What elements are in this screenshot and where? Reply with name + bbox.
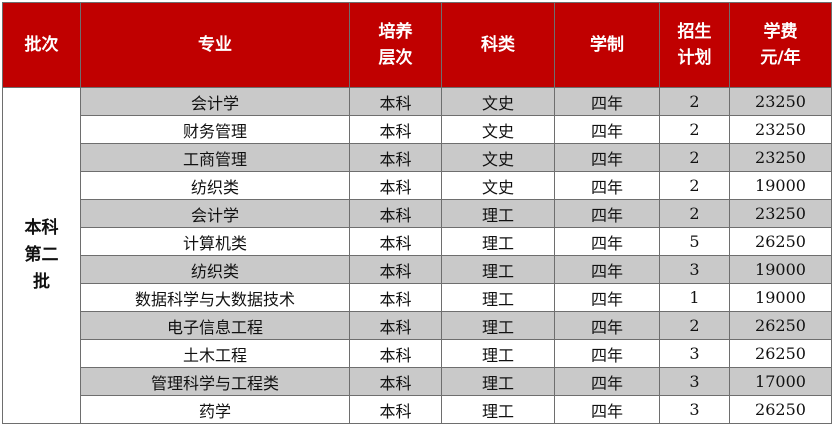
header-batch: 批次 [2, 2, 81, 88]
cell-level: 本科 [349, 283, 442, 312]
table-row: 工商管理 本科 文史 四年 2 23250 [3, 143, 832, 172]
cell-plan: 3 [659, 367, 730, 396]
cell-fee: 23250 [729, 199, 832, 228]
header-fee: 学费元/年 [729, 2, 832, 88]
cell-fee: 19000 [729, 171, 832, 200]
header-major: 专业 [80, 2, 350, 88]
cell-duration: 四年 [554, 199, 660, 228]
cell-major: 财务管理 [80, 115, 350, 144]
cell-category: 文史 [441, 87, 555, 116]
table-row: 纺织类 本科 文史 四年 2 19000 [3, 171, 832, 200]
cell-major: 电子信息工程 [80, 311, 350, 340]
cell-plan: 2 [659, 143, 730, 172]
cell-category: 文史 [441, 171, 555, 200]
cell-plan: 2 [659, 311, 730, 340]
table-row: 纺织类 本科 理工 四年 3 19000 [3, 255, 832, 284]
cell-plan: 1 [659, 283, 730, 312]
cell-fee: 23250 [729, 87, 832, 116]
cell-level: 本科 [349, 227, 442, 256]
cell-duration: 四年 [554, 339, 660, 368]
cell-major: 管理科学与工程类 [80, 367, 350, 396]
cell-duration: 四年 [554, 87, 660, 116]
cell-major: 土木工程 [80, 339, 350, 368]
cell-fee: 19000 [729, 283, 832, 312]
cell-level: 本科 [349, 367, 442, 396]
cell-fee: 17000 [729, 367, 832, 396]
cell-category: 理工 [441, 367, 555, 396]
cell-fee: 26250 [729, 339, 832, 368]
table-row: 管理科学与工程类 本科 理工 四年 3 17000 [3, 367, 832, 396]
cell-duration: 四年 [554, 255, 660, 284]
table-row: 计算机类 本科 理工 四年 5 26250 [3, 227, 832, 256]
cell-duration: 四年 [554, 143, 660, 172]
cell-major: 纺织类 [80, 255, 350, 284]
cell-major: 会计学 [80, 199, 350, 228]
cell-duration: 四年 [554, 367, 660, 396]
cell-level: 本科 [349, 115, 442, 144]
cell-level: 本科 [349, 143, 442, 172]
cell-level: 本科 [349, 255, 442, 284]
cell-category: 文史 [441, 115, 555, 144]
cell-plan: 2 [659, 87, 730, 116]
cell-major: 工商管理 [80, 143, 350, 172]
table-row: 本科 第二批会计学 本科 文史 四年 2 23250 [2, 87, 832, 424]
cell-duration: 四年 [554, 227, 660, 256]
cell-major: 药学 [80, 395, 350, 424]
cell-major: 数据科学与大数据技术 [80, 283, 350, 312]
cell-plan: 2 [659, 199, 730, 228]
cell-major: 会计学 [80, 87, 350, 116]
cell-duration: 四年 [554, 311, 660, 340]
batch-cell: 本科 第二批 [2, 87, 81, 424]
table-row: 药学 本科 理工 四年 3 26250 [3, 395, 832, 424]
header-fee-label: 学费元/年 [760, 22, 801, 68]
table-row: 电子信息工程 本科 理工 四年 2 26250 [3, 311, 832, 340]
cell-plan: 3 [659, 255, 730, 284]
cell-major: 纺织类 [80, 171, 350, 200]
cell-category: 理工 [441, 199, 555, 228]
cell-major: 计算机类 [80, 227, 350, 256]
header-row: 批次 专业 培养层次 科类 学制 招生计划 学费元/年 [2, 2, 832, 88]
cell-plan: 2 [659, 171, 730, 200]
cell-plan: 2 [659, 115, 730, 144]
cell-fee: 19000 [729, 255, 832, 284]
cell-duration: 四年 [554, 395, 660, 424]
header-plan: 招生计划 [659, 2, 730, 88]
cell-duration: 四年 [554, 283, 660, 312]
cell-category: 理工 [441, 311, 555, 340]
cell-fee: 26250 [729, 395, 832, 424]
header-category: 科类 [441, 2, 555, 88]
table-row: 数据科学与大数据技术 本科 理工 四年 1 19000 [3, 283, 832, 312]
header-duration: 学制 [554, 2, 660, 88]
cell-fee: 26250 [729, 227, 832, 256]
cell-level: 本科 [349, 395, 442, 424]
cell-category: 理工 [441, 339, 555, 368]
cell-category: 理工 [441, 283, 555, 312]
table-row: 土木工程 本科 理工 四年 3 26250 [3, 339, 832, 368]
table-row: 会计学 本科 理工 四年 2 23250 [3, 199, 832, 228]
cell-level: 本科 [349, 87, 442, 116]
cell-plan: 3 [659, 339, 730, 368]
cell-category: 理工 [441, 395, 555, 424]
cell-category: 理工 [441, 255, 555, 284]
cell-level: 本科 [349, 339, 442, 368]
cell-duration: 四年 [554, 115, 660, 144]
cell-category: 理工 [441, 227, 555, 256]
cell-plan: 3 [659, 395, 730, 424]
cell-level: 本科 [349, 199, 442, 228]
header-level: 培养层次 [349, 2, 442, 88]
cell-level: 本科 [349, 311, 442, 340]
cell-level: 本科 [349, 171, 442, 200]
table-row: 财务管理 本科 文史 四年 2 23250 [3, 115, 832, 144]
cell-fee: 23250 [729, 115, 832, 144]
cell-duration: 四年 [554, 171, 660, 200]
cell-fee: 23250 [729, 143, 832, 172]
cell-plan: 5 [659, 227, 730, 256]
header-level-label: 培养层次 [378, 22, 413, 68]
cell-category: 文史 [441, 143, 555, 172]
cell-fee: 26250 [729, 311, 832, 340]
header-plan-label: 招生计划 [677, 22, 712, 68]
